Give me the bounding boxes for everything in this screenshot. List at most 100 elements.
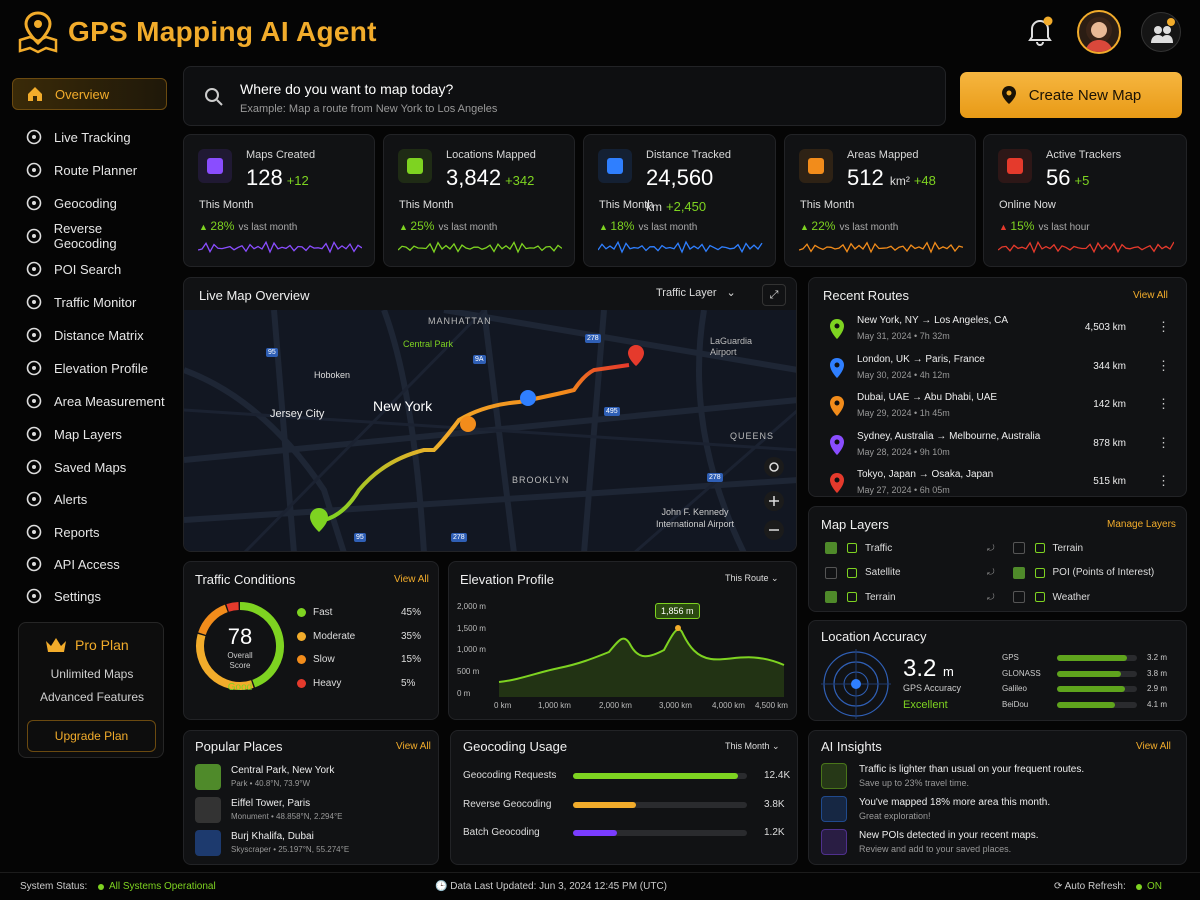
sidebar-item-alerts[interactable]: Alerts — [12, 483, 167, 515]
map-pin-icon — [1001, 86, 1016, 104]
insight-icon — [821, 829, 847, 855]
sidebar-item-label: Overview — [55, 86, 110, 102]
traffic-score: 78 — [227, 624, 253, 649]
avatar[interactable] — [1077, 10, 1121, 54]
insight-icon — [821, 796, 847, 822]
upgrade-plan-button[interactable]: Upgrade Plan — [27, 720, 156, 752]
sidebar-item-live-tracking[interactable]: Live Tracking — [12, 121, 167, 153]
auto-refresh-toggle[interactable]: ON — [1147, 881, 1162, 892]
drag-handle-icon[interactable]: ⤾ — [987, 542, 995, 553]
insight-title: Traffic is lighter than usual on your fr… — [859, 764, 1085, 775]
route-distance: 878 km — [1093, 437, 1126, 449]
sparkline — [598, 240, 763, 254]
route-distance: 515 km — [1093, 476, 1126, 487]
sidebar-item-geocoding[interactable]: Geocoding — [12, 187, 167, 219]
place-name[interactable]: Eiffel Tower, Paris — [231, 798, 311, 809]
elevation-icon — [24, 358, 44, 378]
sidebar-item-api-access[interactable]: API Access — [12, 548, 167, 580]
sidebar-item-traffic-monitor[interactable]: Traffic Monitor — [12, 286, 167, 318]
route-row[interactable]: London, UK → Paris, France May 30, 2024 •… — [809, 353, 1188, 389]
sidebar-item-reverse-geocoding[interactable]: Reverse Geocoding — [12, 220, 167, 252]
insights-view-all-link[interactable]: View All — [1136, 741, 1171, 752]
sidebar-item-poi-search[interactable]: POI Search — [12, 253, 167, 285]
traffic-icon — [24, 292, 44, 312]
accuracy-label: GPS Accuracy — [903, 683, 962, 693]
layer-toggle[interactable]: ⤾ Terrain — [987, 542, 1083, 554]
stat-icon — [398, 149, 432, 183]
map-layers-panel: Map Layers Manage Layers Traffic Satellit… — [808, 506, 1187, 612]
place-name[interactable]: Burj Khalifa, Dubai — [231, 831, 314, 842]
layer-checkbox[interactable] — [825, 542, 837, 554]
layer-label: Weather — [1052, 591, 1091, 603]
layer-select[interactable]: Traffic Layer ⌄ — [656, 286, 736, 300]
layer-checkbox[interactable] — [825, 591, 837, 603]
traffic-donut — [196, 602, 284, 690]
layer-checkbox[interactable] — [1012, 591, 1025, 603]
auto-refresh-label: ⟳ Auto Refresh: — [1054, 881, 1126, 892]
layer-toggle[interactable]: Satellite — [825, 566, 901, 579]
routes-view-all-link[interactable]: View All — [1133, 290, 1168, 301]
route-row[interactable]: Dubai, UAE → Abu Dhabi, UAE May 29, 2024 … — [809, 391, 1188, 427]
y-tick-label: 500 m — [457, 667, 480, 677]
layer-checkbox[interactable] — [1012, 542, 1025, 554]
search-box[interactable]: Where do you want to map today? Example:… — [183, 66, 946, 126]
traffic-pct: 35% — [401, 630, 422, 642]
sidebar-item-settings[interactable]: Settings — [12, 580, 167, 612]
layer-toggle[interactable]: Traffic — [825, 542, 892, 554]
traffic-rating: Good — [227, 682, 253, 693]
map-label: Hoboken — [314, 370, 351, 380]
geocoding-range-select[interactable]: This Month ⌄ — [725, 741, 780, 751]
sidebar-item-label: Reverse Geocoding — [53, 221, 117, 251]
traffic-label: Heavy — [313, 677, 342, 689]
expand-button[interactable]: ⤢ — [762, 284, 786, 306]
traffic-title: Traffic Conditions — [195, 572, 296, 587]
sidebar-item-elevation-profile[interactable]: Elevation Profile — [12, 352, 167, 384]
api-icon — [24, 554, 44, 574]
more-icon[interactable]: ⋮ — [1157, 473, 1170, 488]
donut-slice — [198, 604, 228, 636]
create-new-map-button[interactable]: Create New Map — [960, 72, 1182, 118]
drag-handle-icon[interactable]: ⤾ — [987, 567, 995, 577]
route-meta: May 29, 2024 • 1h 45m — [857, 408, 950, 418]
notifications-button[interactable] — [1026, 16, 1054, 46]
traffic-view-all-link[interactable]: View All — [394, 574, 429, 585]
popular-places-panel: Popular Places View All Central Park, Ne… — [183, 730, 439, 865]
route-row[interactable]: Sydney, Australia → Melbourne, Australia… — [809, 430, 1188, 466]
insight-subtitle: Great exploration! — [859, 811, 931, 821]
geocoding-label: Reverse Geocoding — [463, 798, 552, 810]
sidebar-item-distance-matrix[interactable]: Distance Matrix — [12, 319, 167, 351]
sidebar-item-saved-maps[interactable]: Saved Maps — [12, 451, 167, 483]
drag-handle-icon[interactable]: ⤾ — [987, 591, 995, 602]
places-view-all-link[interactable]: View All — [396, 741, 431, 752]
layer-toggle[interactable]: ⤾ Weather — [987, 591, 1090, 603]
layer-toggle[interactable]: ⤾ POI (Points of Interest) — [987, 566, 1154, 579]
map-canvas[interactable]: MANHATTAN Central Park LaGuardia Airport… — [184, 310, 796, 551]
sidebar-item-map-layers[interactable]: Map Layers — [12, 418, 167, 450]
team-button[interactable] — [1141, 12, 1181, 52]
place-name[interactable]: Central Park, New York — [231, 765, 335, 776]
more-icon[interactable]: ⋮ — [1157, 319, 1170, 334]
stat-label: Maps Created — [246, 149, 316, 161]
more-icon[interactable]: ⋮ — [1157, 357, 1170, 373]
more-icon[interactable]: ⋮ — [1157, 434, 1170, 450]
elevation-range-select[interactable]: This Route ⌄ — [725, 573, 779, 583]
sidebar-item-label: Settings — [54, 588, 101, 604]
sidebar-item-reports[interactable]: Reports — [12, 516, 167, 548]
route-meta: May 30, 2024 • 4h 12m — [857, 369, 950, 380]
sidebar-item-route-planner[interactable]: Route Planner — [12, 154, 167, 186]
route-row[interactable]: Tokyo, Japan → Osaka, Japan May 27, 2024 … — [809, 468, 1188, 504]
sidebar-item-area-measurement[interactable]: Area Measurement — [12, 385, 167, 417]
more-icon[interactable]: ⋮ — [1157, 396, 1170, 411]
stat-change: ▲ 18% vs last month — [599, 219, 698, 233]
manage-layers-link[interactable]: Manage Layers — [1107, 519, 1176, 530]
stat-period: Online Now — [999, 199, 1056, 211]
gnss-label: Galileo — [1002, 684, 1027, 693]
layer-checkbox[interactable] — [1012, 566, 1025, 579]
route-row[interactable]: New York, NY → Los Angeles, CA May 31, 20… — [809, 314, 1188, 350]
layer-toggle[interactable]: Terrain — [825, 591, 896, 603]
place-meta: Park • 40.8°N, 73.9°W — [231, 779, 311, 788]
sidebar-item-overview[interactable]: Overview — [12, 78, 167, 110]
route-pin-icon — [829, 357, 845, 379]
layer-checkbox[interactable] — [825, 566, 837, 579]
stat-icon — [198, 149, 232, 183]
